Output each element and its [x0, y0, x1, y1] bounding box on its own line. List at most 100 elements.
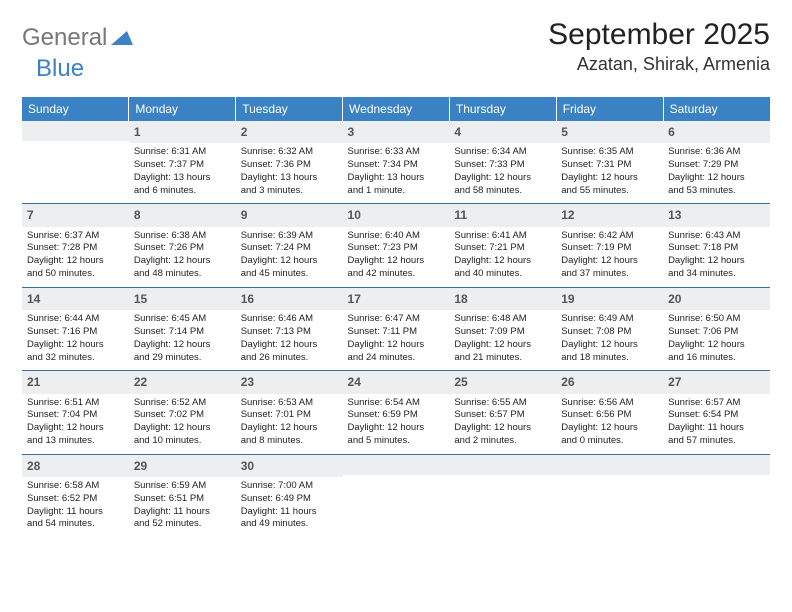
sunrise-text: Sunrise: 6:38 AM — [134, 230, 231, 243]
calendar-day-cell: 3 Sunrise: 6:33 AMSunset: 7:34 PMDaylight… — [343, 121, 450, 204]
day-number: 16 — [236, 288, 343, 310]
day-details: Sunrise: 6:48 AMSunset: 7:09 PMDaylight:… — [452, 313, 553, 364]
daylight-text-2: and 16 minutes. — [668, 352, 765, 365]
daylight-text-2: and 49 minutes. — [241, 518, 338, 531]
sunset-text: Sunset: 6:57 PM — [454, 409, 551, 422]
calendar-day-cell: 25Sunrise: 6:55 AMSunset: 6:57 PMDayligh… — [449, 371, 556, 454]
calendar-day-cell: 8Sunrise: 6:38 AMSunset: 7:26 PMDaylight… — [129, 204, 236, 287]
day-details: Sunrise: 6:33 AMSunset: 7:34 PMDaylight:… — [346, 146, 447, 197]
daylight-text-1: Daylight: 12 hours — [134, 339, 231, 352]
daylight-text-2: and 58 minutes. — [454, 185, 551, 198]
daylight-text-2: and 37 minutes. — [561, 268, 658, 281]
daylight-text-2: and 18 minutes. — [561, 352, 658, 365]
daylight-text-1: Daylight: 13 hours — [241, 172, 338, 185]
daylight-text-2: and 48 minutes. — [134, 268, 231, 281]
day-number: 30 — [236, 455, 343, 477]
sunset-text: Sunset: 7:11 PM — [348, 326, 445, 339]
day-number: 27 — [663, 371, 770, 393]
calendar-day-cell: 13Sunrise: 6:43 AMSunset: 7:18 PMDayligh… — [663, 204, 770, 287]
daylight-text-1: Daylight: 12 hours — [27, 339, 124, 352]
day-details: Sunrise: 6:35 AMSunset: 7:31 PMDaylight:… — [559, 146, 660, 197]
sunrise-text: Sunrise: 6:49 AM — [561, 313, 658, 326]
sunset-text: Sunset: 7:26 PM — [134, 242, 231, 255]
day-details: Sunrise: 6:42 AMSunset: 7:19 PMDaylight:… — [559, 230, 660, 281]
calendar-day-cell: 30Sunrise: 7:00 AMSunset: 6:49 PMDayligh… — [236, 454, 343, 537]
sunset-text: Sunset: 7:37 PM — [134, 159, 231, 172]
daylight-text-2: and 52 minutes. — [134, 518, 231, 531]
sunrise-text: Sunrise: 6:46 AM — [241, 313, 338, 326]
sunset-text: Sunset: 7:23 PM — [348, 242, 445, 255]
daylight-text-1: Daylight: 11 hours — [134, 506, 231, 519]
sunset-text: Sunset: 7:28 PM — [27, 242, 124, 255]
daylight-text-1: Daylight: 12 hours — [348, 339, 445, 352]
day-details: Sunrise: 6:40 AMSunset: 7:23 PMDaylight:… — [346, 230, 447, 281]
calendar-day-cell: 19Sunrise: 6:49 AMSunset: 7:08 PMDayligh… — [556, 287, 663, 370]
daylight-text-1: Daylight: 13 hours — [134, 172, 231, 185]
sunset-text: Sunset: 6:59 PM — [348, 409, 445, 422]
daylight-text-2: and 0 minutes. — [561, 435, 658, 448]
calendar-day-cell: 18Sunrise: 6:48 AMSunset: 7:09 PMDayligh… — [449, 287, 556, 370]
daylight-text-1: Daylight: 12 hours — [241, 422, 338, 435]
day-details: Sunrise: 6:44 AMSunset: 7:16 PMDaylight:… — [25, 313, 126, 364]
daylight-text-1: Daylight: 12 hours — [134, 422, 231, 435]
sunrise-text: Sunrise: 6:35 AM — [561, 146, 658, 159]
daylight-text-1: Daylight: 12 hours — [561, 172, 658, 185]
sunset-text: Sunset: 7:24 PM — [241, 242, 338, 255]
daylight-text-1: Daylight: 11 hours — [241, 506, 338, 519]
sunset-text: Sunset: 7:34 PM — [348, 159, 445, 172]
day-number: 11 — [449, 204, 556, 226]
day-details: Sunrise: 6:45 AMSunset: 7:14 PMDaylight:… — [132, 313, 233, 364]
calendar-week-row: 28Sunrise: 6:58 AMSunset: 6:52 PMDayligh… — [22, 454, 770, 537]
location: Azatan, Shirak, Armenia — [548, 54, 770, 75]
sunset-text: Sunset: 7:31 PM — [561, 159, 658, 172]
sunrise-text: Sunrise: 6:31 AM — [134, 146, 231, 159]
sunrise-text: Sunrise: 6:59 AM — [134, 480, 231, 493]
day-details: Sunrise: 6:50 AMSunset: 7:06 PMDaylight:… — [666, 313, 767, 364]
day-number: 23 — [236, 371, 343, 393]
daylight-text-2: and 1 minute. — [348, 185, 445, 198]
sunrise-text: Sunrise: 6:57 AM — [668, 397, 765, 410]
calendar-table: SundayMondayTuesdayWednesdayThursdayFrid… — [22, 97, 770, 537]
day-number: 12 — [556, 204, 663, 226]
sunset-text: Sunset: 7:01 PM — [241, 409, 338, 422]
calendar-day-cell: 21Sunrise: 6:51 AMSunset: 7:04 PMDayligh… — [22, 371, 129, 454]
day-number: 29 — [129, 455, 236, 477]
calendar-day-cell — [449, 454, 556, 537]
calendar-week-row: 1Sunrise: 6:31 AMSunset: 7:37 PMDaylight… — [22, 121, 770, 204]
daylight-text-2: and 57 minutes. — [668, 435, 765, 448]
daylight-text-2: and 32 minutes. — [27, 352, 124, 365]
sunset-text: Sunset: 7:06 PM — [668, 326, 765, 339]
title-block: September 2025 Azatan, Shirak, Armenia — [548, 18, 770, 75]
calendar-day-cell: 12 Sunrise: 6:42 AMSunset: 7:19 PMDayligh… — [556, 204, 663, 287]
calendar-day-cell: 22Sunrise: 6:52 AMSunset: 7:02 PMDayligh… — [129, 371, 236, 454]
daylight-text-2: and 26 minutes. — [241, 352, 338, 365]
logo-text-general: General — [22, 24, 107, 52]
calendar-day-cell — [556, 454, 663, 537]
day-number: 8 — [129, 204, 236, 226]
sunrise-text: Sunrise: 6:37 AM — [27, 230, 124, 243]
sunset-text: Sunset: 6:54 PM — [668, 409, 765, 422]
sunset-text: Sunset: 6:52 PM — [27, 493, 124, 506]
daylight-text-1: Daylight: 12 hours — [348, 255, 445, 268]
daylight-text-1: Daylight: 13 hours — [348, 172, 445, 185]
day-details: Sunrise: 6:56 AMSunset: 6:56 PMDaylight:… — [559, 397, 660, 448]
day-number: 4 — [449, 121, 556, 143]
sunset-text: Sunset: 7:29 PM — [668, 159, 765, 172]
sunset-text: Sunset: 7:18 PM — [668, 242, 765, 255]
daylight-text-2: and 10 minutes. — [134, 435, 231, 448]
daylight-text-1: Daylight: 11 hours — [27, 506, 124, 519]
day-details: Sunrise: 6:58 AMSunset: 6:52 PMDaylight:… — [25, 480, 126, 531]
calendar-day-cell: 17Sunrise: 6:47 AMSunset: 7:11 PMDayligh… — [343, 287, 450, 370]
daylight-text-1: Daylight: 11 hours — [668, 422, 765, 435]
sunrise-text: Sunrise: 6:34 AM — [454, 146, 551, 159]
sunset-text: Sunset: 7:14 PM — [134, 326, 231, 339]
calendar-day-cell: 15Sunrise: 6:45 AMSunset: 7:14 PMDayligh… — [129, 287, 236, 370]
sunrise-text: Sunrise: 6:45 AM — [134, 313, 231, 326]
day-number: 3 — [343, 121, 450, 143]
sunset-text: Sunset: 7:04 PM — [27, 409, 124, 422]
weekday-header: Thursday — [449, 97, 556, 121]
empty-day — [556, 455, 663, 475]
day-number: 1 — [129, 121, 236, 143]
logo-text-blue: Blue — [36, 55, 84, 82]
calendar-day-cell: 4Sunrise: 6:34 AMSunset: 7:33 PMDaylight… — [449, 121, 556, 204]
